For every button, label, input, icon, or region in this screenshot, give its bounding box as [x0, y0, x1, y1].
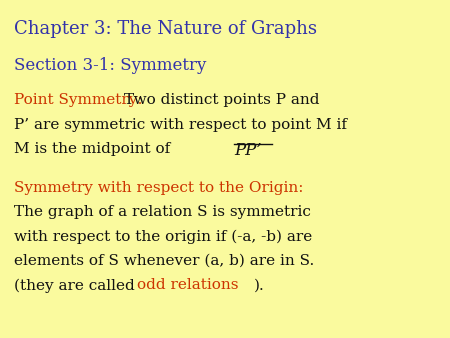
Text: Chapter 3: The Nature of Graphs: Chapter 3: The Nature of Graphs	[14, 20, 316, 38]
Text: with respect to the origin if (-a, -b) are: with respect to the origin if (-a, -b) a…	[14, 230, 312, 244]
Text: PP’: PP’	[234, 142, 261, 159]
Text: (they are called: (they are called	[14, 278, 139, 293]
Text: odd relations: odd relations	[137, 278, 239, 292]
Text: Two distinct points P and: Two distinct points P and	[124, 93, 319, 107]
Text: Point Symmetry:: Point Symmetry:	[14, 93, 142, 107]
Text: P’ are symmetric with respect to point M if: P’ are symmetric with respect to point M…	[14, 118, 346, 131]
Text: Section 3-1: Symmetry: Section 3-1: Symmetry	[14, 57, 206, 74]
Text: elements of S whenever (a, b) are in S.: elements of S whenever (a, b) are in S.	[14, 254, 314, 268]
Text: M is the midpoint of: M is the midpoint of	[14, 142, 170, 156]
Text: Symmetry with respect to the Origin:: Symmetry with respect to the Origin:	[14, 181, 303, 195]
Text: The graph of a relation S is symmetric: The graph of a relation S is symmetric	[14, 205, 310, 219]
Text: ).: ).	[254, 278, 265, 292]
